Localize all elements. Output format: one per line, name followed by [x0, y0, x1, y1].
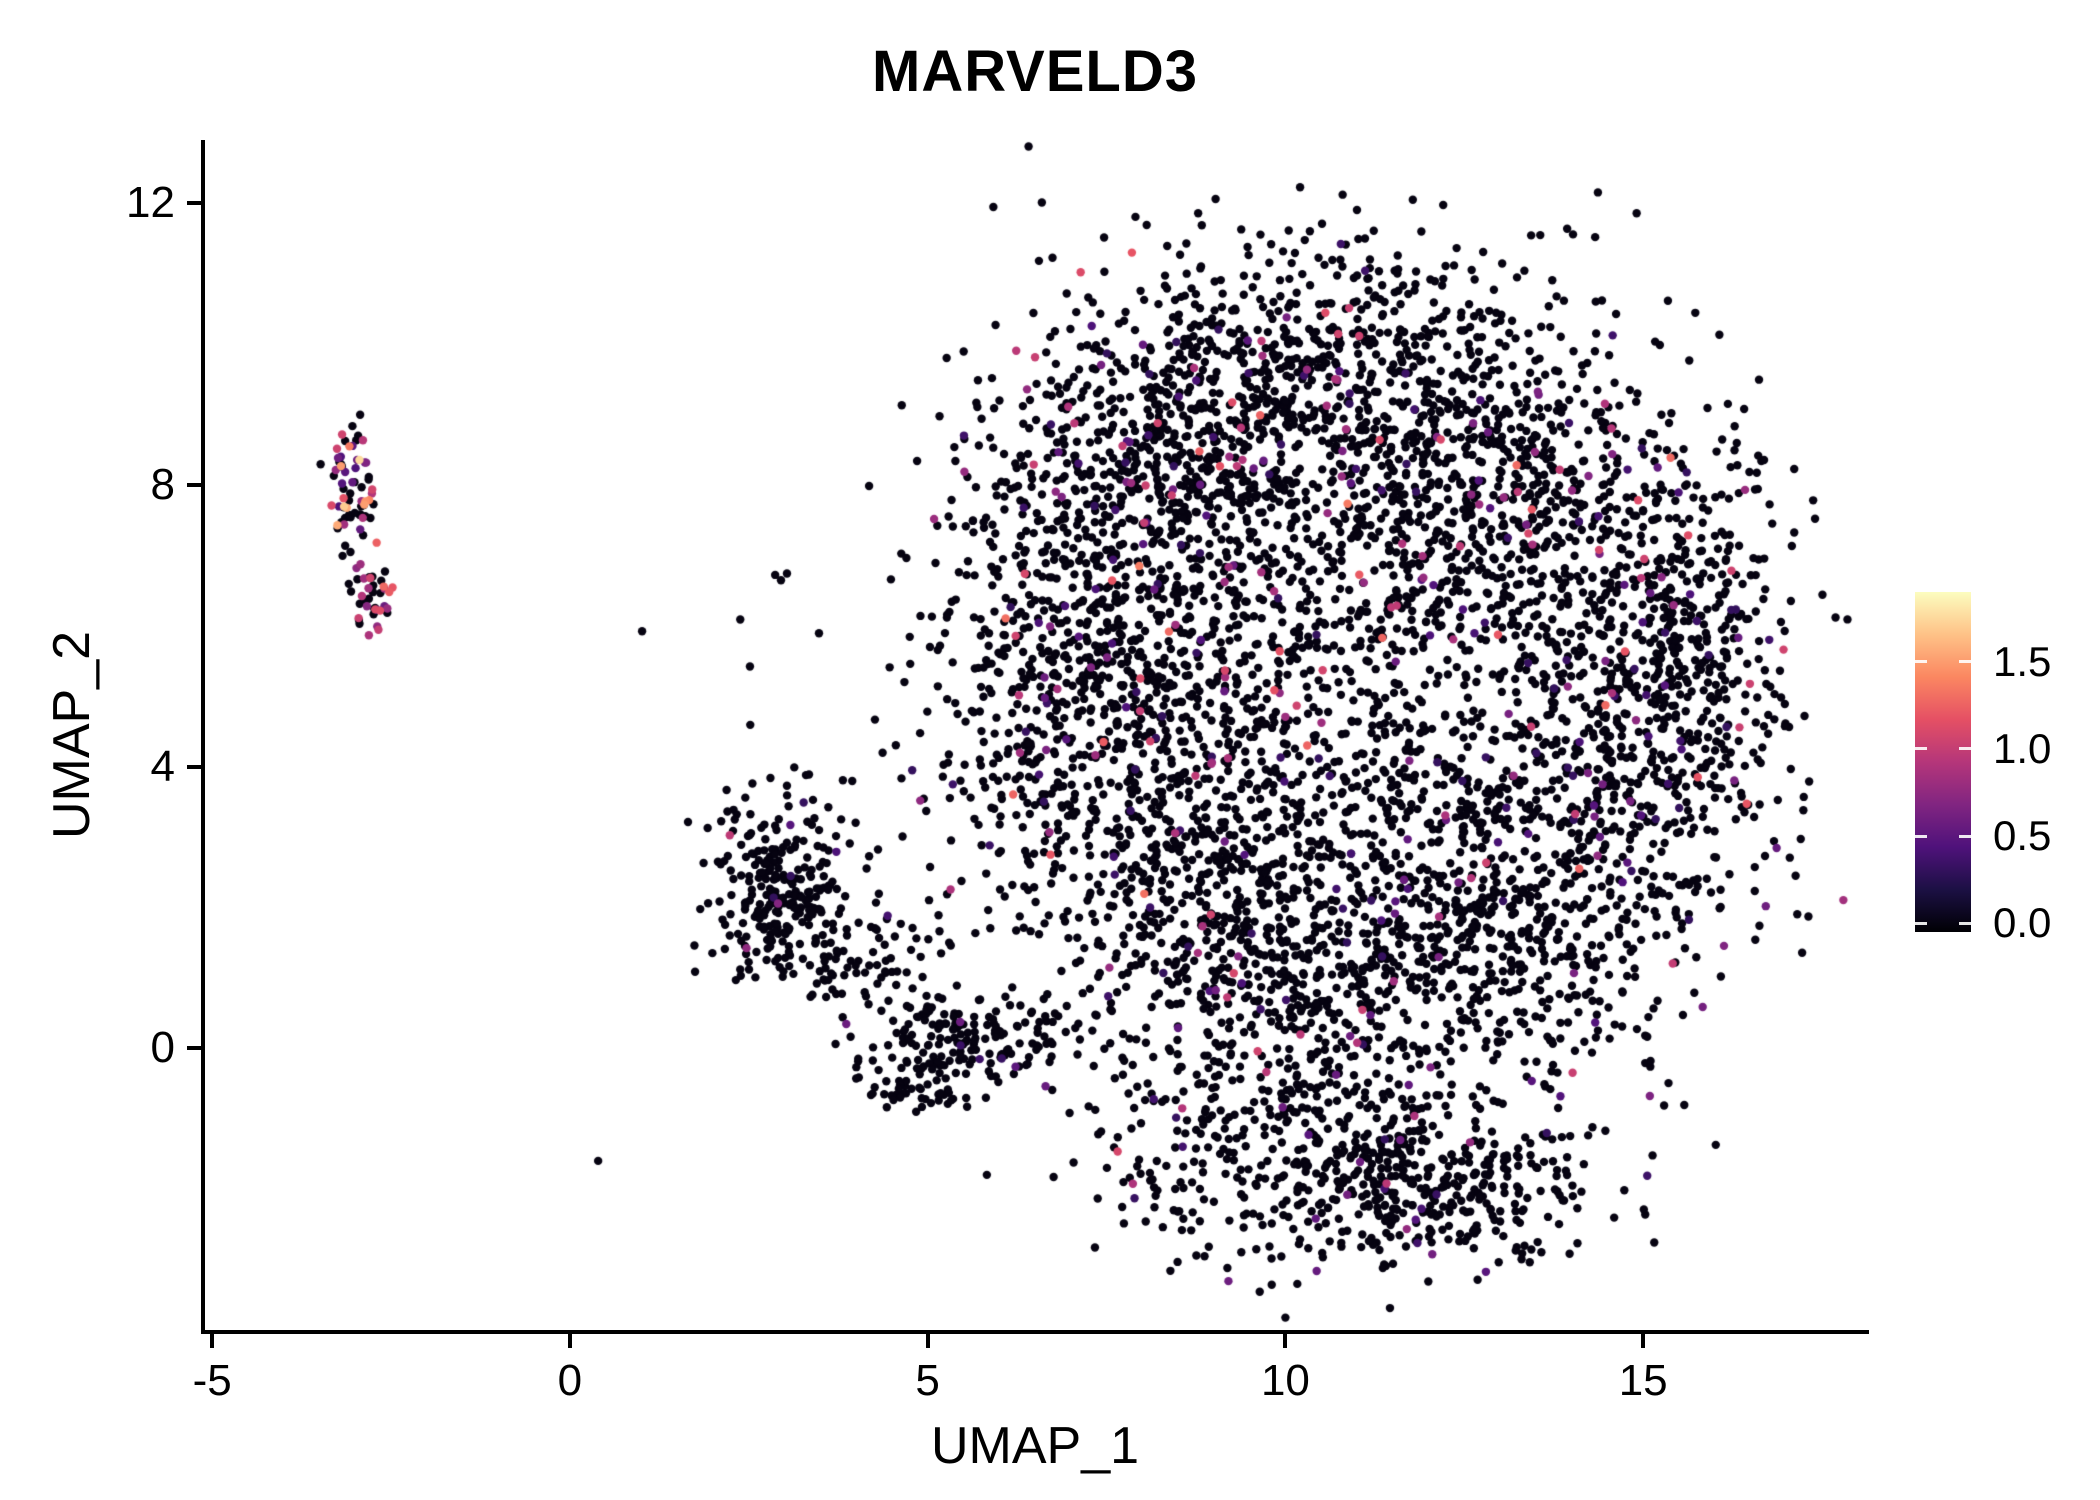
x-tick-label: 0 — [557, 1356, 583, 1405]
legend-tick-mark — [1915, 834, 1927, 838]
plot-panel — [205, 140, 1865, 1330]
legend-tick-mark — [1959, 921, 1971, 925]
legend-tick-label: 1.0 — [1993, 724, 2052, 772]
legend-tick-label: 0.5 — [1993, 812, 2052, 860]
scatter-points-canvas — [205, 140, 1865, 1330]
y-tick-mark — [187, 1046, 201, 1051]
legend-tick-mark — [1915, 747, 1927, 751]
x-tick-mark — [1641, 1334, 1646, 1348]
x-tick-label: 15 — [1618, 1356, 1668, 1405]
x-axis-line — [201, 1330, 1869, 1334]
x-tick-mark — [1283, 1334, 1288, 1348]
y-tick-mark — [187, 201, 201, 206]
x-tick-mark — [567, 1334, 572, 1348]
x-tick-mark — [210, 1334, 215, 1348]
y-tick-label: 4 — [150, 741, 175, 791]
legend-tick-mark — [1915, 921, 1927, 925]
legend-tick-label: 1.5 — [1993, 637, 2052, 685]
legend-tick-mark — [1915, 660, 1927, 664]
y-tick-mark — [187, 483, 201, 488]
legend-tick-mark — [1959, 660, 1971, 664]
x-axis-label: UMAP_1 — [930, 1417, 1140, 1475]
x-tick-label: -5 — [192, 1356, 232, 1405]
legend-tick-label: 0.0 — [1993, 899, 2052, 947]
plot-title: MARVELD3 — [872, 39, 1198, 104]
x-tick-label: 5 — [915, 1356, 940, 1405]
y-axis-line — [201, 140, 205, 1334]
y-tick-label: 12 — [126, 178, 175, 228]
legend-tick-mark — [1959, 834, 1971, 838]
y-tick-mark — [187, 764, 201, 769]
y-tick-label: 8 — [150, 460, 175, 510]
x-tick-label: 10 — [1260, 1356, 1310, 1405]
y-axis-label: UMAP_2 — [43, 630, 101, 840]
y-tick-label: 0 — [150, 1023, 175, 1073]
x-tick-mark — [925, 1334, 930, 1348]
legend-colorbar — [1915, 592, 1971, 932]
legend-tick-mark — [1959, 747, 1971, 751]
